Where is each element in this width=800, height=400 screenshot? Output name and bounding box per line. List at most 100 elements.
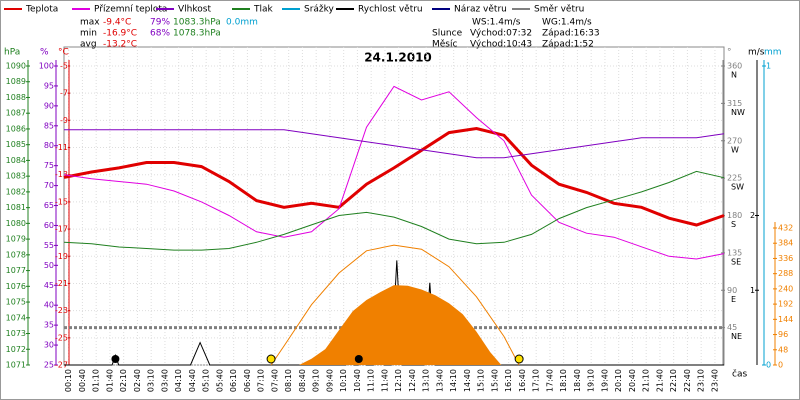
axis-title: mm xyxy=(764,48,782,58)
axis-title: m/s xyxy=(748,48,765,58)
x-tick-label: 20:40 xyxy=(628,369,637,392)
direction-name: W xyxy=(731,145,739,154)
direction-name: S xyxy=(731,220,736,229)
stat: 1083.3hPa xyxy=(173,18,221,28)
astro: Východ:07:32 xyxy=(470,29,532,39)
x-tick-label: 17:10 xyxy=(532,369,541,392)
x-tick-label: 07:10 xyxy=(257,369,266,392)
x-tick-label: 02:10 xyxy=(119,369,128,392)
y-tick-label: 80 xyxy=(44,141,54,150)
y-tick-label: 1082 xyxy=(6,187,26,196)
direction-name: E xyxy=(731,295,736,304)
x-tick-label: 15:40 xyxy=(490,369,499,392)
y-tick-label: 95 xyxy=(44,81,54,90)
series-line xyxy=(63,126,725,227)
legend-label: Náraz větru xyxy=(454,5,507,15)
y-tick-label: 60 xyxy=(44,221,54,230)
legend-label: Srážky xyxy=(304,5,335,15)
y-tick-label: 0 xyxy=(766,361,771,370)
y-tick-label: 2 xyxy=(750,211,755,220)
x-tick-label: 12:40 xyxy=(408,369,417,392)
x-tick-label: 10:40 xyxy=(353,369,362,392)
x-tick-label: 14:40 xyxy=(463,369,472,392)
stat: -9.4°C xyxy=(103,18,131,28)
x-tick-label: 03:10 xyxy=(147,369,156,392)
y-tick-label: 35 xyxy=(44,321,54,330)
x-tick-label: 12:10 xyxy=(394,369,403,392)
y-tick-label: -23 xyxy=(55,306,68,315)
x-tick-label: 13:40 xyxy=(435,369,444,392)
y-tick-label: -19 xyxy=(55,252,68,261)
y-tick-label: 1089 xyxy=(6,77,26,86)
direction-name: NW xyxy=(731,108,745,117)
series-line xyxy=(270,244,520,366)
stats: max -9.4°C 79% 1083.3hPa 0.0mm min -16.9… xyxy=(80,18,600,50)
x-tick-label: 17:40 xyxy=(545,369,554,392)
x-tick-label: 04:40 xyxy=(188,369,197,392)
axis-title: % xyxy=(40,48,49,58)
stat: 79% xyxy=(150,18,170,28)
x-tick-label: 23:10 xyxy=(697,369,706,392)
direction-name: SW xyxy=(731,183,744,192)
x-tick-label: 22:40 xyxy=(683,369,692,392)
y-tick-label: 1083 xyxy=(6,172,26,181)
y-tick-label: 180 xyxy=(727,211,742,220)
x-tick-label: 00:10 xyxy=(64,369,73,392)
direction-name: SE xyxy=(731,257,741,266)
y-tick-label: 50 xyxy=(44,261,54,270)
y-tick-label: -15 xyxy=(55,197,68,206)
x-tick-label: 11:10 xyxy=(367,369,376,392)
moon-marker xyxy=(354,355,363,363)
legend-label: Tlak xyxy=(253,5,274,15)
x-tick-label: 01:40 xyxy=(105,369,114,392)
y-tick-label: 135 xyxy=(727,248,742,257)
x-tick-label: 02:40 xyxy=(133,369,142,392)
stat: -13.2°C xyxy=(103,40,137,50)
x-tick-label: 20:10 xyxy=(614,369,623,392)
x-tick-label: 21:10 xyxy=(642,369,651,392)
chart-title: 24.1.2010 xyxy=(364,51,432,65)
y-tick-label: 270 xyxy=(727,136,742,145)
y-tick-label: 1085 xyxy=(6,140,26,149)
y-tick-label: 288 xyxy=(778,269,793,278)
x-tick-label: 01:10 xyxy=(92,369,101,392)
legend-label: Vlhkost xyxy=(178,5,211,15)
x-axis-label: čas xyxy=(732,369,747,380)
astro: Měsíc xyxy=(432,40,457,50)
series-line xyxy=(64,129,725,159)
y-tick-label: 336 xyxy=(778,254,793,263)
legend-label: Přízemní teplota xyxy=(94,5,167,15)
y-tick-label: 1090 xyxy=(6,62,26,71)
y-tick-label: 30 xyxy=(44,341,54,350)
legend-label: Rychlost větru xyxy=(358,5,423,15)
y-tick-label: 432 xyxy=(778,224,793,233)
moon-marker xyxy=(111,355,120,363)
y-tick-label: 70 xyxy=(44,181,54,190)
x-tick-label: 15:10 xyxy=(477,369,486,392)
y-tick-label: 100 xyxy=(39,62,54,71)
y-tick-label: 1072 xyxy=(6,345,26,354)
astro: Západ:16:33 xyxy=(542,29,600,39)
y-tick-label: 1077 xyxy=(6,266,26,275)
y-tick-label: 1074 xyxy=(6,313,26,322)
y-tick-label: 75 xyxy=(44,161,54,170)
astro: WG:1.4m/s xyxy=(542,18,592,28)
y-tick-label: 1084 xyxy=(6,156,26,165)
series-line xyxy=(63,85,725,260)
y-tick-label: 65 xyxy=(44,201,54,210)
y-tick-label: 1075 xyxy=(6,298,26,307)
y-tick-label: 240 xyxy=(778,284,793,293)
y-tick-label: 0 xyxy=(778,361,783,370)
x-tick-label: 09:40 xyxy=(325,369,334,392)
y-tick-label: 48 xyxy=(778,345,788,354)
y-tick-label: 1087 xyxy=(6,109,26,118)
y-tick-label: 1071 xyxy=(6,361,26,370)
x-tick-label: 05:10 xyxy=(202,369,211,392)
y-tick-label: 1080 xyxy=(6,219,26,228)
stat-label: min xyxy=(80,29,97,39)
stat-label: max xyxy=(80,18,100,28)
y-tick-label: 1081 xyxy=(6,203,26,212)
x-tick-label: 08:10 xyxy=(284,369,293,392)
legend-label: Teplota xyxy=(25,5,58,15)
